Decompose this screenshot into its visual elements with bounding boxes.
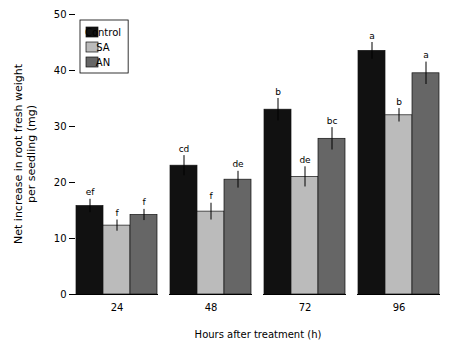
- svg-text:72: 72: [299, 302, 312, 313]
- svg-text:a: a: [423, 50, 429, 60]
- svg-text:50: 50: [54, 9, 67, 20]
- svg-text:a: a: [369, 31, 375, 41]
- svg-text:b: b: [396, 97, 402, 107]
- svg-text:96: 96: [393, 302, 406, 313]
- svg-text:Net increase in root fresh wei: Net increase in root fresh weightper see…: [12, 63, 38, 244]
- svg-text:24: 24: [111, 302, 124, 313]
- svg-text:b: b: [275, 87, 281, 97]
- svg-text:de: de: [232, 159, 244, 169]
- svg-text:AN: AN: [96, 57, 110, 68]
- svg-text:cd: cd: [179, 144, 190, 154]
- svg-text:de: de: [299, 155, 311, 165]
- svg-text:Control: Control: [85, 27, 121, 38]
- svg-text:48: 48: [205, 302, 218, 313]
- svg-text:f: f: [142, 197, 146, 207]
- svg-text:f: f: [115, 208, 119, 218]
- svg-text:30: 30: [54, 121, 67, 132]
- svg-text:bc: bc: [327, 116, 338, 126]
- svg-text:40: 40: [54, 65, 67, 76]
- svg-text:20: 20: [54, 177, 67, 188]
- svg-text:Hours after treatment (h): Hours after treatment (h): [195, 329, 322, 340]
- svg-text:SA: SA: [96, 42, 110, 53]
- svg-text:10: 10: [54, 233, 67, 244]
- svg-text:0: 0: [60, 289, 66, 300]
- svg-text:ef: ef: [86, 187, 96, 197]
- svg-text:f: f: [209, 191, 213, 201]
